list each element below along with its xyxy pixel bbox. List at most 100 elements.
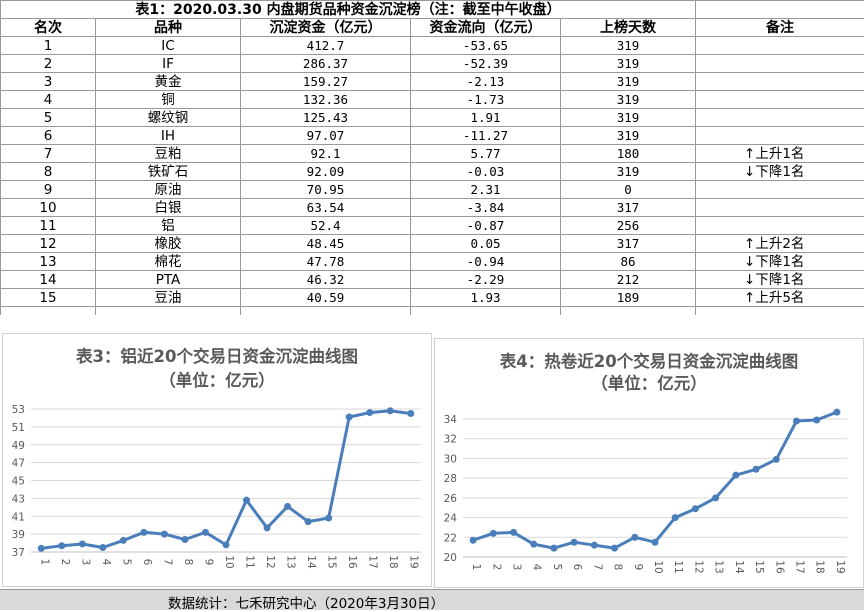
rank-cell: 5 [1,109,96,127]
flow-cell: -1.73 [411,91,561,109]
note-cell: ↑上升5名 [696,289,864,307]
name-cell: 豆粕 [96,145,241,163]
rank-cell: 14 [1,271,96,289]
hot-coil-x-tick-label: 16 [773,560,785,574]
aluminum-data-point [366,409,373,416]
hot-coil-y-tick-label: 26 [444,493,458,505]
name-cell: 螺纹钢 [96,109,241,127]
aluminum-x-tick-label: 10 [223,555,235,568]
rank-cell: 6 [1,127,96,145]
name-cell: 铁矿石 [96,163,241,181]
capital-cell: 47.78 [241,253,411,271]
aluminum-x-tick-label: 1 [38,559,50,566]
rank-cell: 11 [1,217,96,235]
aluminum-x-tick-label: 17 [367,555,379,568]
aluminum-x-tick-label: 15 [326,555,338,568]
flow-cell: -3.84 [411,199,561,217]
aluminum-x-tick-label: 14 [305,555,317,569]
name-cell: 铝 [96,217,241,235]
aluminum-data-point [161,531,168,538]
hot-coil-data-point [793,417,800,424]
hot-coil-y-tick-label: 22 [444,532,457,544]
days-cell: 256 [561,217,696,235]
title-empty-cell [696,1,864,19]
flow-cell: 1.91 [411,109,561,127]
aluminum-data-point [305,518,312,525]
ranking-table-wrapper: 表1：2020.03.30 内盘期货品种资金沉淀榜（注：截至中午收盘） 名次 品… [0,0,864,315]
name-cell: 豆油 [96,289,241,307]
note-cell [696,109,864,127]
hot-coil-y-tick-label: 28 [444,473,457,485]
hot-coil-x-tick-label: 12 [692,560,704,573]
hot-coil-x-tick-label: 3 [511,564,523,571]
hot-coil-x-tick-label: 1 [470,564,482,571]
col-header-name: 品种 [96,19,241,37]
capital-cell: 63.54 [241,199,411,217]
aluminum-x-tick-label: 11 [244,555,256,568]
capital-cell: 52.4 [241,217,411,235]
aluminum-x-tick-label: 13 [285,555,297,568]
hot-coil-x-tick-label: 19 [834,560,846,573]
hot-coil-data-point [753,466,760,473]
hot-coil-series-line [473,412,837,548]
flow-cell: 2.31 [411,181,561,199]
name-cell: 橡胶 [96,235,241,253]
aluminum-y-tick-label: 49 [12,440,25,452]
hot-coil-data-point [692,505,699,512]
hot-coil-data-point [712,494,719,501]
col-header-capital: 沉淀资金（亿元） [241,19,411,37]
rank-cell: 7 [1,145,96,163]
hot-coil-data-point [631,534,638,541]
days-cell: 319 [561,37,696,55]
aluminum-x-tick-label: 9 [202,559,214,566]
hot-coil-x-tick-label: 8 [612,564,624,571]
hot-coil-x-tick-label: 14 [733,560,745,574]
days-cell: 319 [561,109,696,127]
aluminum-data-point [202,529,209,536]
name-cell: 铜 [96,91,241,109]
hot-coil-y-tick-label: 20 [444,552,457,564]
footer: 数据统计：七禾研究中心（2020年3月30日） [0,589,864,610]
aluminum-x-tick-label: 3 [79,559,91,566]
name-cell: IC [96,37,241,55]
name-cell: 棉花 [96,253,241,271]
aluminum-y-tick-label: 39 [12,529,25,541]
hot-coil-x-tick-label: 17 [793,560,805,573]
name-cell: IH [96,127,241,145]
aluminum-x-tick-label: 18 [387,555,399,568]
hot-coil-x-tick-label: 10 [652,560,664,573]
flow-cell: -0.03 [411,163,561,181]
hot-coil-data-point [490,530,497,537]
aluminum-y-tick-label: 43 [12,493,25,505]
hot-coil-data-point [652,539,659,546]
aluminum-x-tick-label: 12 [264,555,276,568]
note-cell [696,73,864,91]
hot-coil-data-point [813,416,820,423]
flow-cell: -52.39 [411,55,561,73]
aluminum-x-tick-label: 4 [100,559,112,566]
table-title: 表1：2020.03.30 内盘期货品种资金沉淀榜（注：截至中午收盘） [1,1,696,19]
note-cell [696,199,864,217]
hot-coil-y-tick-label: 30 [444,453,457,465]
aluminum-data-point [38,545,45,552]
aluminum-data-point [181,536,188,543]
aluminum-data-point [58,542,65,549]
capital-cell: 159.27 [241,73,411,91]
aluminum-data-point [284,503,291,510]
aluminum-series-line [41,411,410,549]
rank-cell: 15 [1,289,96,307]
capital-cell: 286.37 [241,55,411,73]
aluminum-data-point [243,497,250,504]
days-cell: 317 [561,235,696,253]
note-cell [696,217,864,235]
flow-cell: -2.29 [411,271,561,289]
col-header-days: 上榜天数 [561,19,696,37]
flow-cell: -2.13 [411,73,561,91]
